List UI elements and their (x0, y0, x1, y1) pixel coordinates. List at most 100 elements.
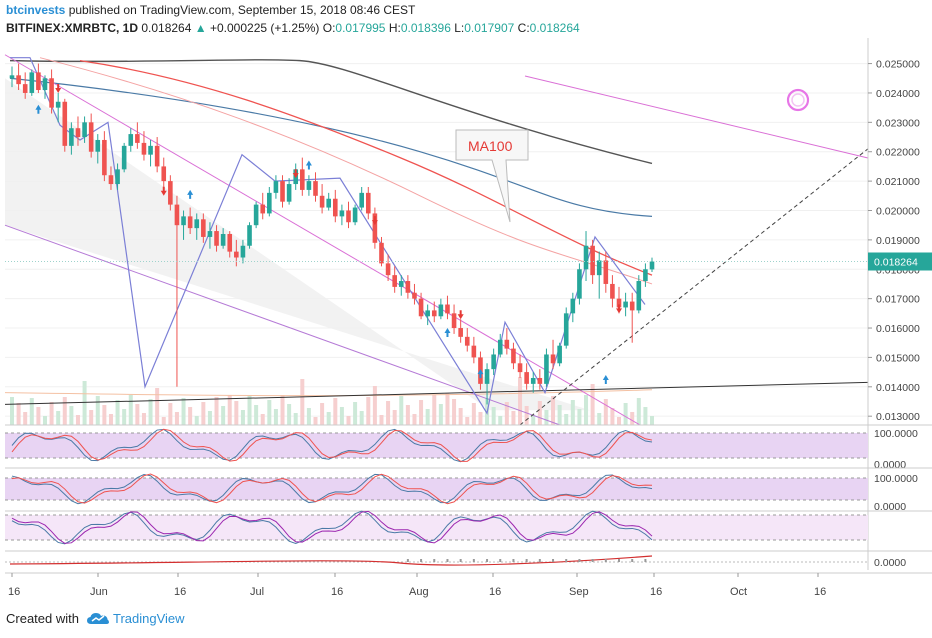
ma-dark-line (9, 59, 653, 165)
close-label: C: (517, 21, 530, 35)
volume-bar (201, 402, 206, 425)
candle (484, 363, 490, 405)
volume-bar (544, 410, 549, 425)
low-value: 0.017907 (464, 21, 515, 35)
volume-bar (221, 406, 226, 425)
candle (154, 137, 160, 173)
candle (445, 295, 450, 320)
candle-body (319, 195, 325, 208)
volume-bar (214, 397, 219, 425)
volume-bar (623, 403, 628, 425)
candle (537, 369, 543, 390)
candle-body (544, 354, 549, 384)
volume-bar (432, 395, 437, 425)
open-value: 0.017995 (335, 21, 386, 35)
volume-bar (240, 410, 245, 425)
candle (141, 131, 147, 161)
volume-bar (597, 413, 602, 425)
candle-body (102, 139, 107, 176)
candle (240, 239, 246, 264)
pane-label-top: 100.0000 (874, 473, 918, 485)
volume-bar (498, 416, 503, 425)
candle-body (583, 245, 589, 270)
chart-canvas[interactable]: MA1000.0250000.0240000.0230000.0220000.0… (0, 38, 932, 608)
volume-bar (306, 408, 311, 425)
candle-body (379, 242, 384, 264)
candle-body (42, 78, 48, 91)
circle-marker-inner (791, 93, 805, 107)
time-tick-label: 16 (8, 586, 20, 598)
footer: Created with TradingView (6, 611, 185, 626)
volume-bar (36, 407, 41, 425)
candle-body (220, 234, 226, 246)
candle (352, 204, 358, 226)
osc-line-b (11, 510, 653, 544)
candle-body (431, 310, 437, 317)
candle (75, 116, 81, 146)
volume-bar (247, 396, 252, 425)
macd-hist (499, 559, 502, 562)
candle-body (154, 145, 160, 167)
candle-body (115, 169, 120, 185)
price-tick-label: 0.020000 (876, 205, 920, 217)
candle-body (616, 298, 622, 308)
candle (570, 292, 576, 323)
publish-line: btcinvests published on TradingView.com,… (6, 3, 415, 17)
candle (194, 213, 200, 240)
time-tick-label: 16 (331, 586, 343, 598)
support-line (4, 381, 869, 405)
grid-lines (5, 63, 868, 417)
volume-bar (412, 414, 417, 425)
candle (379, 236, 384, 267)
volume-bar (511, 411, 516, 425)
candle (168, 175, 173, 211)
price-tick-label: 0.013000 (876, 411, 920, 423)
channel-lower (4, 224, 561, 426)
author-link[interactable]: btcinvests (6, 3, 66, 17)
volume-bar (29, 398, 34, 425)
volume-bar (82, 381, 87, 425)
candle-body (563, 313, 569, 346)
candle (286, 178, 292, 205)
candle-body (29, 72, 35, 93)
volume-bar (273, 409, 278, 425)
candle-body (497, 339, 503, 355)
volume-bar (557, 405, 562, 425)
volume-bar (504, 402, 509, 425)
candle-body (610, 283, 615, 299)
candle (300, 157, 305, 196)
buy-arrow-icon (444, 328, 451, 338)
volume-bar (128, 395, 133, 425)
volume-bar (326, 412, 331, 425)
volume-bar (23, 412, 28, 425)
candle (280, 175, 285, 208)
volume-bar (346, 416, 351, 425)
candle-body (128, 134, 134, 146)
volume-bar (399, 396, 404, 425)
candle-body (300, 169, 305, 190)
volume-bar (254, 405, 259, 425)
candle (62, 98, 68, 152)
candle (596, 251, 602, 299)
tradingview-logo[interactable]: TradingView (86, 611, 185, 626)
candle (201, 213, 206, 243)
volume-bar (280, 395, 285, 425)
volume-bar (524, 406, 529, 425)
volume-bar (353, 402, 358, 425)
symbol-name: BITFINEX:XMRBTC, 1D (6, 21, 138, 35)
time-tick-label: Jun (90, 586, 108, 598)
volume-bar (188, 407, 193, 425)
candle (49, 69, 54, 114)
volume-bar (267, 400, 272, 425)
callout-box (455, 129, 529, 223)
time-axis: 16 Jun 16 Jul 16 Aug 16 Sep 16 Oct 16 (5, 572, 932, 598)
candle-body (339, 210, 345, 217)
candle-body (227, 234, 233, 252)
candle (247, 222, 252, 249)
sell-arrow-icon (160, 186, 167, 196)
candle (517, 354, 523, 378)
volume-bar (115, 400, 120, 425)
candle (458, 319, 463, 343)
macd-pane: 0.0000 (5, 550, 932, 569)
volume-bar (617, 417, 622, 425)
